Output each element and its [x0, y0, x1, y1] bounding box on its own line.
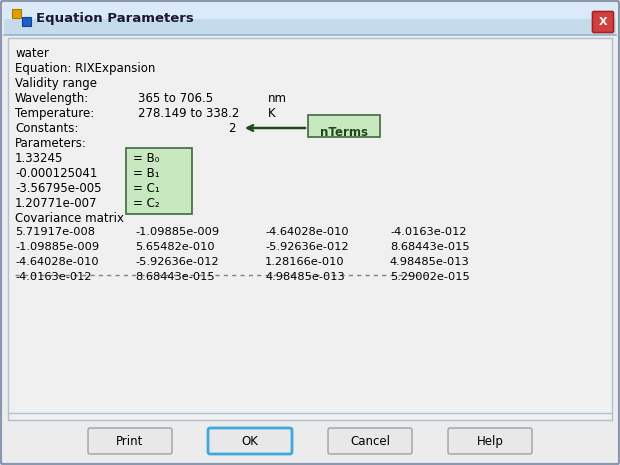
FancyBboxPatch shape	[208, 428, 292, 454]
FancyBboxPatch shape	[4, 19, 616, 35]
Text: = B₀: = B₀	[133, 152, 159, 165]
Text: Covariance matrix: Covariance matrix	[15, 212, 124, 225]
Text: nTerms: nTerms	[320, 126, 368, 139]
Text: -4.64028e-010: -4.64028e-010	[15, 257, 99, 267]
Text: -5.92636e-012: -5.92636e-012	[265, 242, 348, 252]
Text: Equation: RIXExpansion: Equation: RIXExpansion	[15, 62, 156, 75]
FancyBboxPatch shape	[12, 9, 21, 18]
FancyBboxPatch shape	[448, 428, 532, 454]
FancyBboxPatch shape	[308, 115, 380, 137]
Text: Temperature:: Temperature:	[15, 107, 94, 120]
Text: X: X	[599, 17, 608, 27]
FancyBboxPatch shape	[126, 148, 192, 214]
Text: -4.64028e-010: -4.64028e-010	[265, 227, 348, 237]
Text: Cancel: Cancel	[350, 434, 390, 447]
Text: 1.20771e-007: 1.20771e-007	[15, 197, 97, 210]
Text: Equation Parameters: Equation Parameters	[36, 13, 193, 26]
Text: OK: OK	[242, 434, 259, 447]
FancyBboxPatch shape	[88, 428, 172, 454]
Text: 2: 2	[228, 122, 236, 135]
FancyBboxPatch shape	[4, 3, 616, 35]
Text: -4.0163e-012: -4.0163e-012	[390, 227, 466, 237]
Text: = C₂: = C₂	[133, 197, 159, 210]
FancyBboxPatch shape	[593, 12, 614, 33]
Text: 1.33245: 1.33245	[15, 152, 63, 165]
Text: -0.000125041: -0.000125041	[15, 167, 97, 180]
Text: Help: Help	[477, 434, 503, 447]
Text: 4.98485e-013: 4.98485e-013	[265, 272, 345, 282]
Text: 5.29002e-015: 5.29002e-015	[390, 272, 470, 282]
Text: 4.98485e-013: 4.98485e-013	[390, 257, 470, 267]
Text: 5.65482e-010: 5.65482e-010	[135, 242, 215, 252]
Text: -1.09885e-009: -1.09885e-009	[15, 242, 99, 252]
Text: 1.28166e-010: 1.28166e-010	[265, 257, 345, 267]
Text: Parameters:: Parameters:	[15, 137, 87, 150]
Text: Wavelength:: Wavelength:	[15, 92, 89, 105]
Text: -5.92636e-012: -5.92636e-012	[135, 257, 219, 267]
Text: Validity range: Validity range	[15, 77, 97, 90]
Text: -3.56795e-005: -3.56795e-005	[15, 182, 102, 195]
FancyBboxPatch shape	[22, 17, 31, 26]
Text: -4.0163e-012: -4.0163e-012	[15, 272, 92, 282]
Text: nm: nm	[268, 92, 287, 105]
Text: 5.71917e-008: 5.71917e-008	[15, 227, 95, 237]
FancyBboxPatch shape	[328, 428, 412, 454]
Text: 278.149 to 338.2: 278.149 to 338.2	[138, 107, 239, 120]
Text: K: K	[268, 107, 276, 120]
Text: Constants:: Constants:	[15, 122, 78, 135]
Text: 8.68443e-015: 8.68443e-015	[135, 272, 215, 282]
Text: -1.09885e-009: -1.09885e-009	[135, 227, 219, 237]
Text: = C₁: = C₁	[133, 182, 160, 195]
FancyBboxPatch shape	[8, 38, 612, 420]
Text: 8.68443e-015: 8.68443e-015	[390, 242, 469, 252]
Text: water: water	[15, 47, 49, 60]
Text: Print: Print	[117, 434, 144, 447]
Text: 365 to 706.5: 365 to 706.5	[138, 92, 213, 105]
Text: = B₁: = B₁	[133, 167, 159, 180]
